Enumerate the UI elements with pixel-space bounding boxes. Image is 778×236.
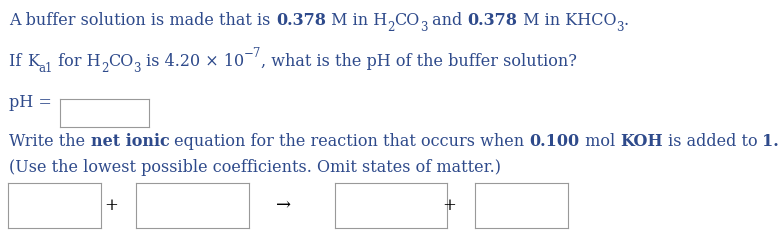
Text: .: .	[624, 12, 629, 29]
Text: A buffer solution is made that is: A buffer solution is made that is	[9, 12, 276, 29]
Text: for H: for H	[53, 53, 101, 70]
Text: M in H: M in H	[326, 12, 387, 29]
Text: 3: 3	[616, 21, 624, 34]
Text: If: If	[9, 53, 26, 70]
Text: net ionic: net ionic	[90, 133, 170, 150]
Text: pH =: pH =	[9, 94, 52, 111]
Text: mol: mol	[580, 133, 620, 150]
Text: 2: 2	[101, 62, 108, 75]
Text: M in KHCO: M in KHCO	[517, 12, 616, 29]
Text: 1.00 L: 1.00 L	[762, 133, 778, 150]
Text: →: →	[276, 196, 292, 214]
Text: −7: −7	[244, 47, 261, 60]
Text: CO: CO	[108, 53, 134, 70]
Text: 0.100: 0.100	[530, 133, 580, 150]
Text: a1: a1	[39, 62, 53, 75]
Text: 3: 3	[419, 21, 427, 34]
Text: KOH: KOH	[620, 133, 663, 150]
Text: equation for the reaction that occurs when: equation for the reaction that occurs wh…	[170, 133, 530, 150]
Text: (Use the lowest possible coefficients. Omit states of matter.): (Use the lowest possible coefficients. O…	[9, 159, 501, 176]
Text: 3: 3	[134, 62, 141, 75]
Text: is added to: is added to	[663, 133, 762, 150]
Text: 0.378: 0.378	[468, 12, 517, 29]
Text: +: +	[104, 197, 118, 214]
Text: CO: CO	[394, 12, 419, 29]
Text: , what is the pH of the buffer solution?: , what is the pH of the buffer solution?	[261, 53, 577, 70]
Text: is 4.20 × 10: is 4.20 × 10	[141, 53, 244, 70]
Text: Write the: Write the	[9, 133, 90, 150]
Text: K: K	[26, 53, 39, 70]
Text: 2: 2	[387, 21, 394, 34]
Text: 0.378: 0.378	[276, 12, 326, 29]
Text: and: and	[427, 12, 468, 29]
Text: +: +	[443, 197, 457, 214]
